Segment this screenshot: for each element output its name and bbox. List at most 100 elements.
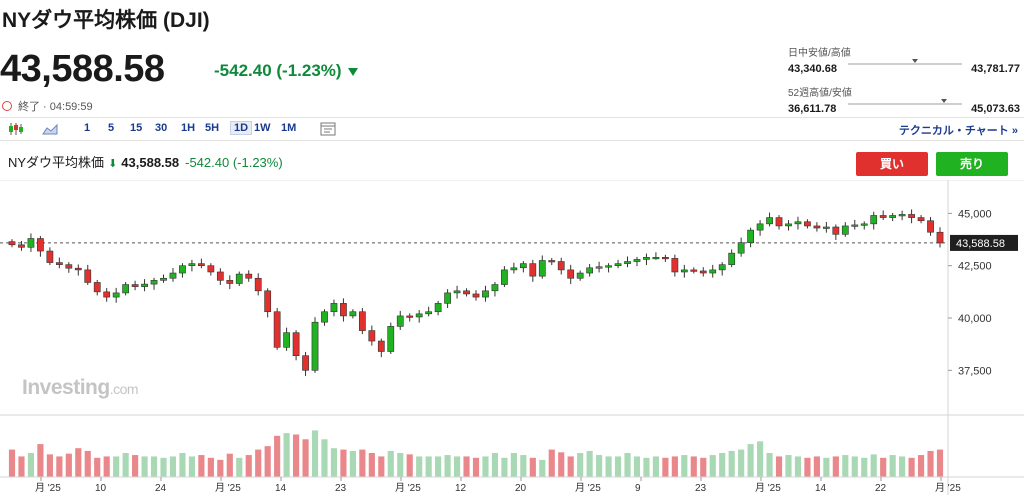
candle-body [576, 272, 584, 279]
candle-body [358, 311, 366, 331]
volume-bar [293, 434, 300, 477]
volume-bar [188, 456, 195, 477]
volume-bar [917, 455, 925, 477]
logo-brand: Investing [22, 376, 110, 399]
candle-body [775, 217, 783, 227]
week52-range-high: 45,073.63 [971, 103, 1020, 115]
candle-body [330, 303, 338, 313]
technical-chart-label: テクニカル・チャート [898, 125, 1009, 137]
candle-body [737, 242, 745, 254]
candle-body [510, 267, 518, 271]
candle-body [245, 273, 253, 279]
candle-body [472, 293, 480, 298]
candle-body [160, 277, 167, 281]
candle-body [851, 224, 859, 227]
candle-body [463, 290, 470, 295]
volume-bar [539, 459, 546, 477]
logo-suffix: .com [109, 381, 139, 397]
chart-instrument-name: NYダウ平均株価 [8, 155, 105, 170]
day-range-marker-icon [911, 59, 918, 63]
volume-bar [217, 459, 224, 477]
market-status-text: 終了 · 04:59:59 [18, 101, 93, 113]
interval-1w[interactable]: 1W [254, 122, 271, 134]
candle-body [822, 226, 830, 229]
candle-body [766, 217, 773, 225]
volume-bar [671, 456, 678, 477]
volume-bar [908, 457, 915, 477]
volume-bar [283, 433, 290, 477]
x-tick-label: 月 '25 [575, 482, 601, 494]
volume-bar [378, 456, 385, 477]
volume-bar [785, 455, 792, 477]
volume-bar [889, 455, 896, 477]
volume-bar [880, 457, 887, 477]
volume-bar [321, 439, 328, 477]
volume-bar [842, 455, 849, 477]
buy-button[interactable]: 買い [856, 152, 928, 176]
volume-bar [453, 456, 461, 477]
candle-body [321, 311, 328, 323]
volume-bar [245, 455, 252, 477]
volume-bar [37, 444, 44, 477]
candle-body [46, 250, 54, 263]
price-chart[interactable]: 45,000 42,500 40,000 37,500 43,588.58 月 '25 10… [0, 180, 1024, 495]
volume-bar [851, 456, 858, 477]
volume-bar [8, 449, 16, 477]
volume-bar [719, 453, 726, 477]
down-arrow-icon: ⬇ [108, 158, 118, 170]
page-title: NYダウ平均株価 (DJI) [2, 9, 210, 32]
volume-bar [141, 456, 148, 477]
volume-bar [832, 456, 839, 477]
interval-5[interactable]: 5 [108, 122, 115, 134]
interval-5h[interactable]: 5H [205, 122, 220, 134]
interval-30[interactable]: 30 [155, 122, 168, 134]
candle-body [169, 272, 177, 279]
sell-button[interactable]: 売り [936, 152, 1008, 176]
volume-bar [700, 457, 707, 477]
candle-body [652, 257, 660, 260]
candle-body [349, 311, 357, 317]
x-tick-label: 10 [95, 483, 107, 494]
candle-body [482, 290, 489, 298]
volume-bar [103, 456, 110, 477]
candle-body [936, 231, 944, 244]
candle-body [860, 223, 868, 226]
interval-1m[interactable]: 1M [281, 122, 297, 134]
investing-logo: Investing.com [22, 376, 139, 400]
x-tick-label: 23 [335, 483, 347, 494]
volume-bar [179, 453, 186, 477]
volume-bar [794, 456, 802, 477]
volume-bar [690, 456, 697, 477]
technical-chart-link[interactable]: テクニカル・チャート » [899, 122, 1018, 138]
area-chart-icon[interactable] [42, 122, 58, 136]
last-price-label: 43,588.58 [956, 238, 1005, 250]
candle-body [122, 284, 130, 294]
interval-1d[interactable]: 1D [230, 121, 253, 135]
volume-bar [236, 457, 243, 477]
candle-body [207, 265, 215, 273]
candle-body [538, 260, 546, 277]
candle-body [557, 261, 565, 271]
volume-bar [633, 456, 641, 477]
day-range-bar [848, 59, 962, 65]
indicator-panel-icon[interactable] [320, 122, 336, 136]
candle-body [27, 238, 35, 248]
candlestick-icon[interactable] [8, 122, 24, 136]
volume-bar [416, 456, 423, 477]
volume-bar [662, 457, 669, 477]
volume-bar [264, 446, 271, 477]
volume-bar [529, 457, 536, 477]
volume-bar [274, 435, 281, 477]
candle-body [699, 270, 707, 274]
interval-15[interactable]: 15 [130, 122, 143, 134]
volume-bar [482, 456, 489, 477]
candle-body [804, 221, 811, 227]
day-range-label: 日中安値/高値 [788, 48, 851, 59]
candle-body [415, 313, 423, 318]
volume-bar [567, 456, 574, 477]
interval-1h[interactable]: 1H [181, 122, 196, 134]
y-tick-label: 45,000 [958, 208, 992, 220]
chart-toolbar: 1 5 15 30 1H 5H 1D 1W 1M テクニカル・チャート » [0, 117, 1024, 141]
candle-body [254, 277, 262, 292]
interval-1[interactable]: 1 [84, 122, 91, 134]
